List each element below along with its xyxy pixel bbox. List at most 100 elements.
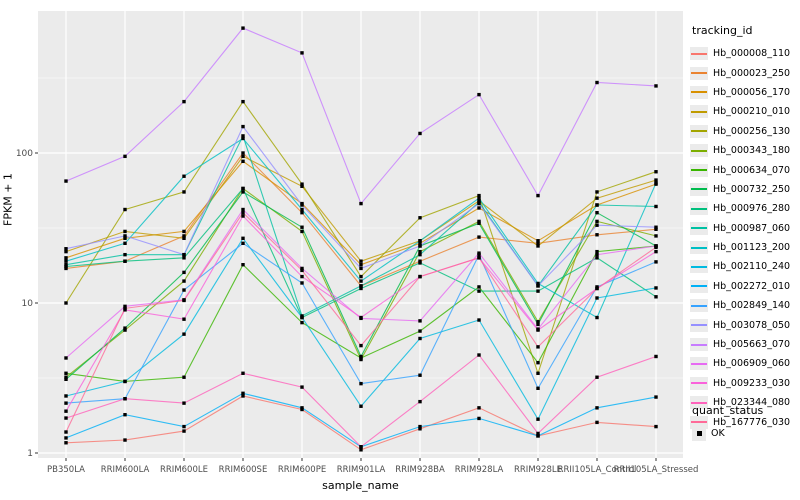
data-point — [359, 343, 363, 348]
data-point — [241, 124, 245, 129]
quant-status-title: quant_status — [692, 404, 764, 417]
data-point — [359, 445, 363, 449]
data-point — [418, 252, 422, 257]
data-point — [64, 259, 68, 263]
data-point — [241, 236, 245, 240]
data-point — [536, 239, 540, 243]
data-point — [182, 332, 186, 336]
data-point — [654, 295, 658, 299]
data-point — [477, 196, 481, 200]
data-point — [595, 315, 599, 320]
data-point — [123, 241, 127, 246]
data-point — [418, 261, 422, 265]
data-point — [241, 394, 245, 398]
data-point — [64, 401, 68, 405]
legend-key-icon — [690, 124, 708, 138]
x-axis-tick-label: RRIM928LA — [455, 465, 504, 475]
data-point — [64, 301, 68, 305]
legend-item-label: Hb_000256_130 — [713, 125, 791, 137]
legend-key-icon — [690, 85, 708, 99]
legend-item-Hb_000732_250: Hb_000732_250 — [690, 180, 800, 199]
data-point — [418, 373, 422, 377]
legend-item-Hb_000976_280: Hb_000976_280 — [690, 199, 800, 218]
data-point — [595, 210, 599, 215]
data-point — [477, 92, 481, 97]
data-point — [477, 318, 481, 322]
legend-item-label: Hb_000210_010 — [713, 106, 791, 118]
data-point — [536, 328, 540, 332]
data-point — [595, 190, 599, 194]
data-point — [182, 298, 186, 303]
data-point — [64, 375, 68, 379]
data-point — [477, 406, 481, 410]
data-point — [182, 317, 186, 321]
data-point — [418, 424, 422, 429]
data-point — [241, 151, 245, 155]
data-point — [595, 80, 599, 85]
data-point — [64, 179, 68, 183]
data-point — [595, 406, 599, 410]
data-point — [418, 241, 422, 246]
data-point — [64, 441, 68, 445]
data-point — [654, 286, 658, 290]
data-point — [123, 438, 127, 442]
data-point — [241, 214, 245, 218]
data-point — [654, 260, 658, 264]
data-point — [241, 210, 245, 215]
data-point — [418, 399, 422, 404]
data-point — [300, 207, 304, 212]
data-point — [241, 136, 245, 141]
legend-key-icon — [690, 376, 708, 390]
data-point — [64, 409, 68, 413]
data-point — [595, 196, 599, 200]
legend-key-icon — [690, 66, 708, 80]
legend-item-Hb_000023_250: Hb_000023_250 — [690, 63, 800, 82]
legend-item-label: Hb_023344_080 — [713, 397, 791, 409]
data-point — [300, 281, 304, 285]
data-point — [300, 274, 304, 279]
legend-key-icon — [690, 357, 708, 371]
data-point — [64, 263, 68, 267]
data-point — [477, 353, 481, 357]
data-point — [595, 249, 599, 254]
data-point — [359, 279, 363, 283]
data-point — [64, 416, 68, 420]
legend-item-label: Hb_000056_170 — [713, 86, 791, 98]
legend-item-label: Hb_002849_140 — [713, 300, 791, 312]
data-point — [182, 288, 186, 292]
data-point — [123, 306, 127, 311]
data-point — [536, 284, 540, 288]
x-axis-tick-label: PB350LA — [47, 465, 85, 475]
data-point — [123, 326, 127, 330]
legend-item-label: Hb_000008_110 — [713, 48, 791, 60]
data-point — [64, 249, 68, 254]
data-point — [654, 178, 658, 182]
data-point — [654, 234, 658, 238]
data-point — [182, 236, 186, 240]
data-point — [654, 245, 658, 250]
data-point — [300, 315, 304, 320]
legend-item-label: Hb_167776_030 — [713, 416, 791, 428]
data-point — [359, 315, 363, 320]
data-point — [300, 51, 304, 55]
y-axis-tick-label: 10 — [22, 299, 34, 309]
data-point — [536, 244, 540, 248]
data-point — [595, 420, 599, 425]
data-point — [359, 286, 363, 291]
data-point — [654, 354, 658, 359]
data-point — [477, 201, 481, 206]
y-axis-title: FPKM + 1 — [1, 173, 15, 226]
data-point — [300, 320, 304, 325]
data-point — [123, 236, 127, 240]
data-point — [654, 181, 658, 185]
data-point — [595, 286, 599, 291]
data-point — [123, 328, 127, 332]
data-point — [182, 424, 186, 429]
data-point — [241, 207, 245, 212]
data-point — [300, 210, 304, 215]
data-point — [182, 429, 186, 433]
data-point — [418, 239, 422, 243]
x-axis-tick-label: RRIM600PE — [278, 465, 326, 475]
